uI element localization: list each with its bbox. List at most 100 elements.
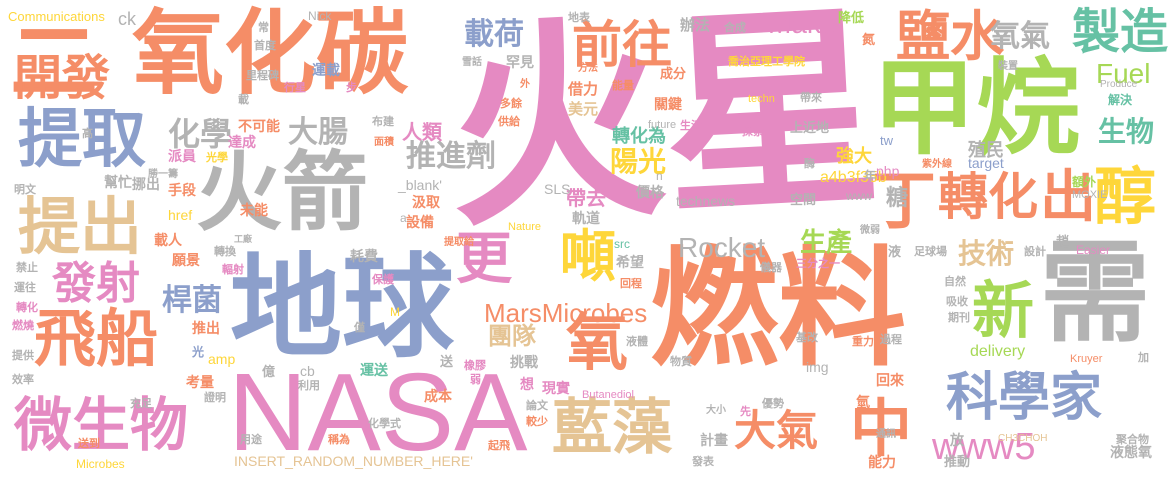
word-tw: tw <box>880 133 893 148</box>
word-release: 推出 <box>192 321 220 337</box>
word-explicit: 明文 <box>14 183 36 196</box>
word-means: 手段 <box>168 183 196 199</box>
word-nick: Nick <box>308 9 332 23</box>
word-liquid-body: 液體 <box>626 335 648 348</box>
word-year: 年 <box>864 169 877 183</box>
word-rubber: 橡膠 <box>464 359 486 372</box>
word-rocket-zh: 火箭 <box>196 143 368 243</box>
word-enzyme: 酶 <box>804 157 815 170</box>
word-easier: Easier <box>1076 243 1111 257</box>
word-convert: 轉化 <box>938 168 1038 226</box>
word-allocate: 挪出 <box>132 177 160 193</box>
word-superior: 勝一籌 <box>148 169 178 180</box>
word-produce: 生產 <box>800 228 853 258</box>
word-brine: 鹽水 <box>896 5 1004 68</box>
word-lox: 液態氧 <box>1110 445 1152 461</box>
word-technews: technews <box>676 193 736 209</box>
word-key: 關鍵 <box>654 97 682 113</box>
word-optics: 光學 <box>206 151 228 164</box>
word-future: future <box>648 119 677 131</box>
word-process: 過程 <box>880 333 902 346</box>
word-prohibit: 禁止 <box>16 261 38 274</box>
word-oxygen-gas: 氧氣 <box>990 19 1050 54</box>
word-drive: 推動 <box>944 455 971 470</box>
word-advantage: 優勢 <box>762 397 784 410</box>
word-www5: www5 <box>932 426 1036 468</box>
word-sufficient: 充足 <box>130 397 152 410</box>
word-launch: 發射 <box>52 258 140 309</box>
word-human: 人類 <box>402 120 442 144</box>
word-conversion: 轉化 <box>16 301 38 314</box>
word-orbit: 軌道 <box>572 211 600 227</box>
word-first-time: 首度 <box>254 39 276 52</box>
word-ding: 丁 <box>872 165 936 239</box>
word-develop: 開發 <box>14 50 111 106</box>
word-go-to: 前往 <box>572 16 672 74</box>
word-cyanobacteria: 藍藻 <box>552 393 672 463</box>
word-team: 團隊 <box>488 322 536 350</box>
word-impossible: 不可能 <box>238 119 280 135</box>
word-target: target <box>968 155 1004 171</box>
word-marsmicrobes: MarsMicrobes <box>484 298 648 328</box>
word-gravity: 重力 <box>852 335 874 348</box>
word-usd: 美元 <box>568 100 599 118</box>
word-powerful: 強大 <box>836 146 872 167</box>
word-colonize: 殖民 <box>968 140 1004 161</box>
word-biology: 生物 <box>1098 115 1155 148</box>
word-publish: 發表 <box>692 455 714 468</box>
word-georgia-tech: 喬治亞理工學院 <box>728 55 805 68</box>
word-oxygen: 氧 <box>566 306 629 379</box>
word-size: 大小 <box>706 405 726 416</box>
word-outside: 外 <box>520 79 530 90</box>
word-deploy: 布建 <box>372 115 394 128</box>
word-delivery: delivery <box>970 343 1026 360</box>
word-microbe: 微生物 <box>14 391 189 459</box>
word-cb: cb <box>300 363 315 379</box>
word-protect: 保護 <box>372 273 394 286</box>
word-use: 利用 <box>298 379 320 392</box>
word-earth: 地球 <box>230 243 454 373</box>
word-carry: 載 <box>238 93 249 106</box>
word-area: 面積 <box>374 137 394 148</box>
word-bring: 帶去 <box>566 186 606 210</box>
word-reduce: 降低 <box>838 11 865 26</box>
word-blank: _blank' <box>398 177 442 193</box>
word-need: 需 <box>1040 229 1150 357</box>
word-component: 成分 <box>660 67 687 82</box>
word-draw: 汲取 <box>412 195 440 211</box>
word-ch3choh: CH3CHOH <box>998 433 1048 444</box>
word-one-third: 三分之一 <box>796 257 840 270</box>
word-help: 幫忙 <box>104 175 132 191</box>
word-telecom: 通訊 <box>876 429 896 440</box>
word-href: href <box>168 207 193 223</box>
word-surplus: 多餘 <box>500 97 522 110</box>
word-solve: 解決 <box>1108 93 1133 107</box>
word-device: 裝置 <box>998 61 1018 72</box>
word-paper: 論文 <box>526 399 548 412</box>
word-price: 價格 <box>636 185 664 201</box>
word-extra: 額外 <box>1072 175 1097 189</box>
word-middle: 中 <box>850 392 913 465</box>
word-payload: 載荷 <box>464 17 524 52</box>
word-spaceship: 飛船 <box>34 302 159 375</box>
word-out: 出 <box>1040 165 1096 230</box>
word-return: 回來 <box>876 373 904 389</box>
word-atmosphere: 大氣 <box>734 406 819 455</box>
word-nature: Nature <box>508 221 542 233</box>
word-add: 加 <box>1138 351 1149 364</box>
word-high: 高 <box>82 127 93 140</box>
word-php: php <box>876 163 900 179</box>
word-consider: 考量 <box>186 375 214 391</box>
word-life: 生活 <box>680 119 702 132</box>
word-manned: 載人 <box>154 233 182 249</box>
word-energy: 能量 <box>612 79 634 92</box>
word-sls: SLS <box>544 181 571 197</box>
word-synthesis: 合成 <box>724 21 746 34</box>
word-carbon-oxide: 氧化碳 <box>132 0 409 107</box>
word-approach: 方法 <box>578 63 598 74</box>
word-amp: amp <box>208 351 236 367</box>
word-convert-to: 轉化為 <box>612 126 666 147</box>
word-bacillus: 桿菌 <box>162 283 222 318</box>
word-new: 新 <box>972 274 1035 347</box>
